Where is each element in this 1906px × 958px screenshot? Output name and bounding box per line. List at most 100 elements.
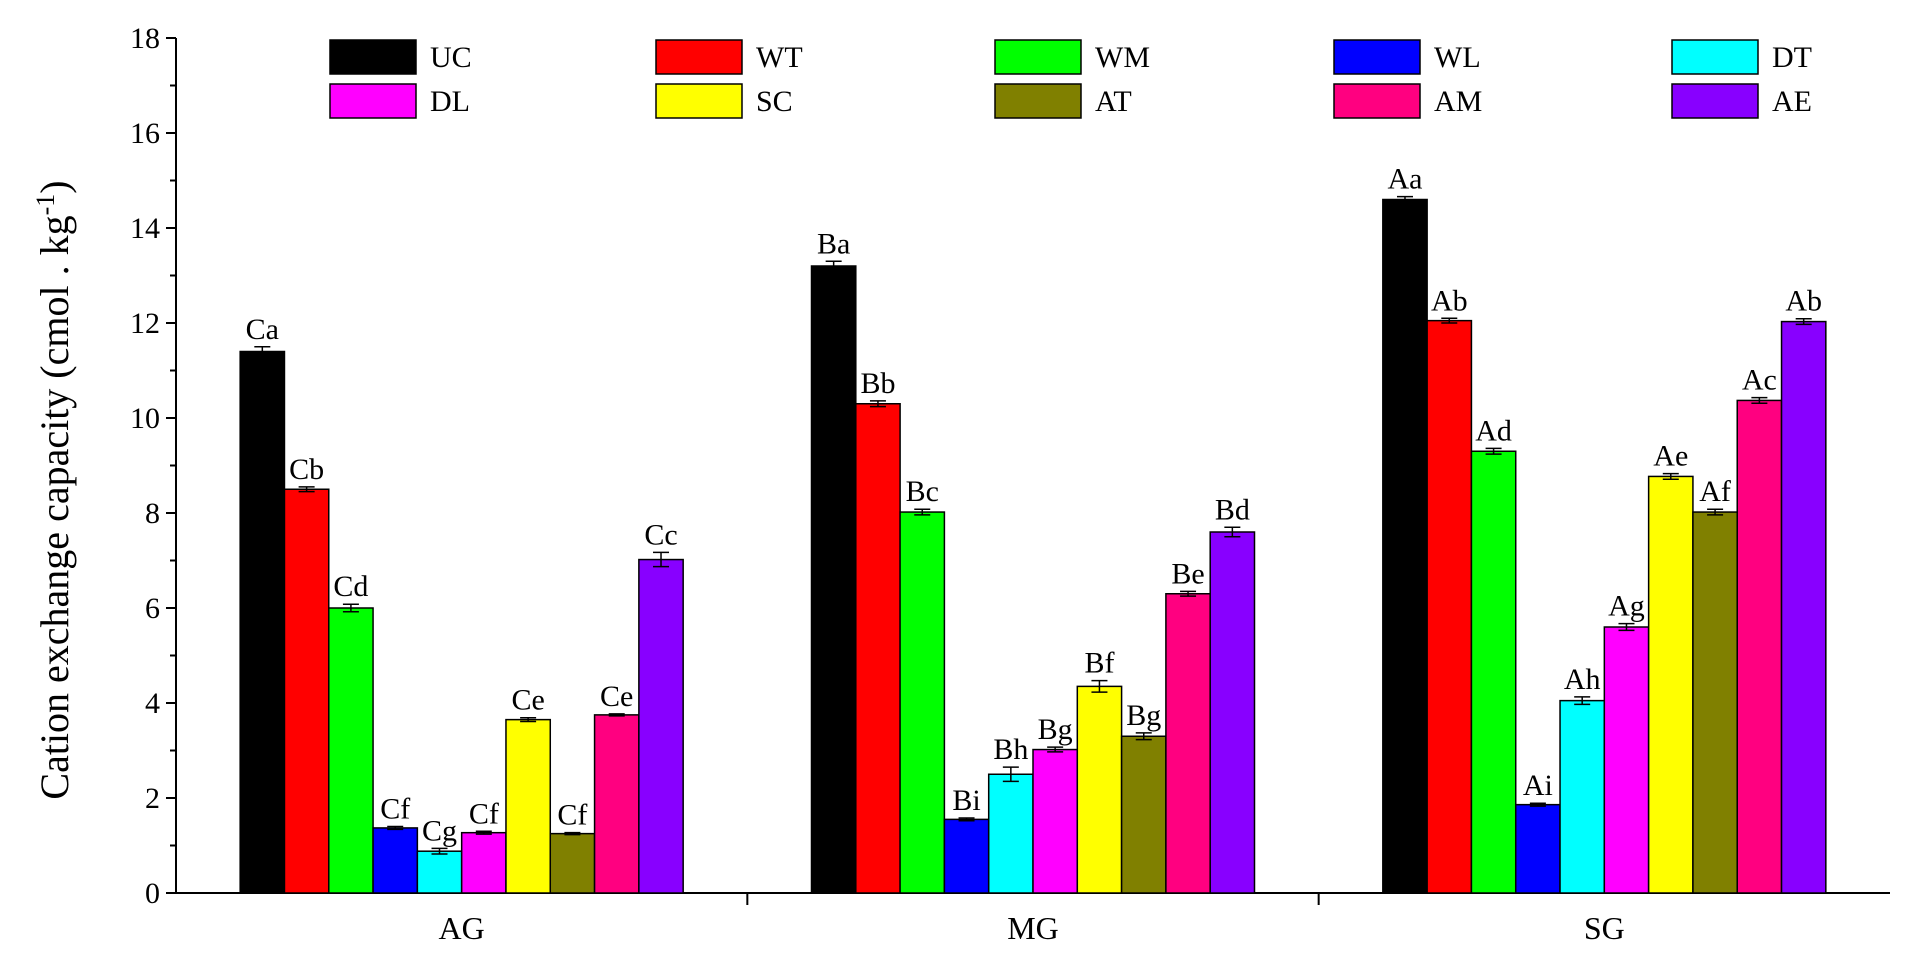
bar (1514, 803, 1561, 894)
data-label: Cd (333, 570, 368, 603)
bar (593, 714, 640, 894)
bar (1559, 699, 1606, 894)
y-tick-label: 18 (130, 22, 160, 55)
x-tick-label: SG (1584, 910, 1625, 946)
legend-label: SC (756, 85, 793, 118)
data-label: Cg (422, 814, 457, 847)
legend-label: WM (1095, 41, 1150, 74)
legend-label: AT (1095, 85, 1132, 118)
data-label: Ad (1475, 414, 1512, 447)
bar (505, 718, 552, 894)
bar (1032, 748, 1079, 894)
bar (283, 488, 330, 894)
data-label: Cb (289, 453, 324, 486)
data-label: Cf (557, 799, 587, 832)
bar (372, 827, 419, 894)
y-tick-label: 12 (130, 307, 160, 340)
x-tick-label: AG (439, 910, 485, 946)
legend-swatch (1333, 83, 1421, 119)
legend: UC WT WM WL DT DL SC AT AM AE (329, 39, 1812, 119)
data-label: Ab (1431, 284, 1468, 317)
legend-swatch (994, 39, 1082, 75)
data-label: Ba (817, 227, 850, 260)
legend-swatch (1671, 83, 1759, 119)
x-tick-label: MG (1007, 910, 1059, 946)
bar (1165, 593, 1211, 894)
bar (1120, 735, 1167, 894)
legend-swatch (655, 83, 743, 119)
bar (1603, 626, 1650, 894)
bar (239, 350, 286, 894)
legend-label: DL (430, 85, 470, 118)
y-tick-label: 10 (130, 402, 160, 435)
bar (810, 265, 857, 894)
bar (1426, 319, 1473, 894)
y-tick-label: 16 (130, 117, 160, 150)
legend-swatch (329, 83, 417, 119)
data-label: Bh (993, 733, 1028, 766)
data-label: Cf (380, 793, 410, 826)
data-label: Ae (1653, 440, 1688, 473)
data-label: Ca (246, 313, 279, 346)
y-tick-label: 6 (145, 592, 160, 625)
bar (328, 607, 374, 894)
data-label: Cf (469, 797, 499, 830)
data-label: Ab (1785, 285, 1822, 318)
y-tick-label: 2 (145, 782, 160, 815)
bar (899, 511, 946, 894)
bar (1692, 511, 1738, 894)
bar (1382, 198, 1428, 894)
bar (1209, 531, 1256, 894)
data-label: Af (1699, 475, 1731, 508)
legend-swatch (1333, 39, 1421, 75)
y-axis-label: Cation exchange capacity (cmol . kg-1) (31, 180, 77, 799)
bar (416, 850, 463, 894)
legend-label: WT (756, 41, 803, 74)
legend-label: AE (1772, 85, 1812, 118)
bar (1736, 399, 1783, 894)
bar (638, 558, 684, 894)
y-tick-label: 14 (130, 212, 160, 245)
data-label: Ag (1608, 590, 1645, 623)
data-label: Cc (644, 518, 677, 551)
data-label: Bg (1126, 699, 1161, 732)
data-label: Be (1171, 557, 1204, 590)
legend-swatch (655, 39, 743, 75)
data-label: Bb (860, 367, 895, 400)
y-axis-label-text: Cation exchange capacity (cmol . kg (32, 215, 77, 799)
bar (460, 831, 507, 894)
bar (549, 832, 596, 894)
legend-label: UC (430, 41, 472, 74)
y-tick-label: 4 (145, 687, 160, 720)
bar (1076, 685, 1123, 894)
data-label: Ce (511, 684, 544, 717)
legend-swatch (329, 39, 417, 75)
data-label: Bf (1084, 647, 1114, 680)
data-label: Ah (1564, 663, 1601, 696)
y-axis-label-exponent: -1 (31, 194, 60, 216)
data-label: Bi (952, 784, 980, 817)
data-label: Bd (1215, 493, 1250, 526)
data-label: Aa (1387, 163, 1422, 196)
legend-swatch (1671, 39, 1759, 75)
bar (1647, 475, 1694, 894)
data-label: Ac (1742, 364, 1777, 397)
bar (1470, 450, 1517, 894)
data-label: Bc (906, 475, 939, 508)
y-tick-label: 8 (145, 497, 160, 530)
y-axis-label-close: ) (32, 180, 77, 193)
data-label: Ce (600, 680, 633, 713)
bar (855, 403, 901, 894)
data-label: Bg (1038, 713, 1073, 746)
data-label: Ai (1523, 769, 1553, 802)
y-tick-label: 0 (145, 877, 160, 910)
legend-label: DT (1772, 41, 1812, 74)
bars: Ca Cb Cd Cf Cg Cf Ce Cf Ce Cc Ba Bb Bc Bi Bh Bg Bf Bg Be Bd… (239, 163, 1827, 894)
bar (1780, 320, 1827, 894)
legend-label: AM (1434, 85, 1482, 118)
bar (987, 773, 1034, 894)
bar (943, 818, 990, 894)
legend-swatch (994, 83, 1082, 119)
legend-label: WL (1434, 41, 1481, 74)
